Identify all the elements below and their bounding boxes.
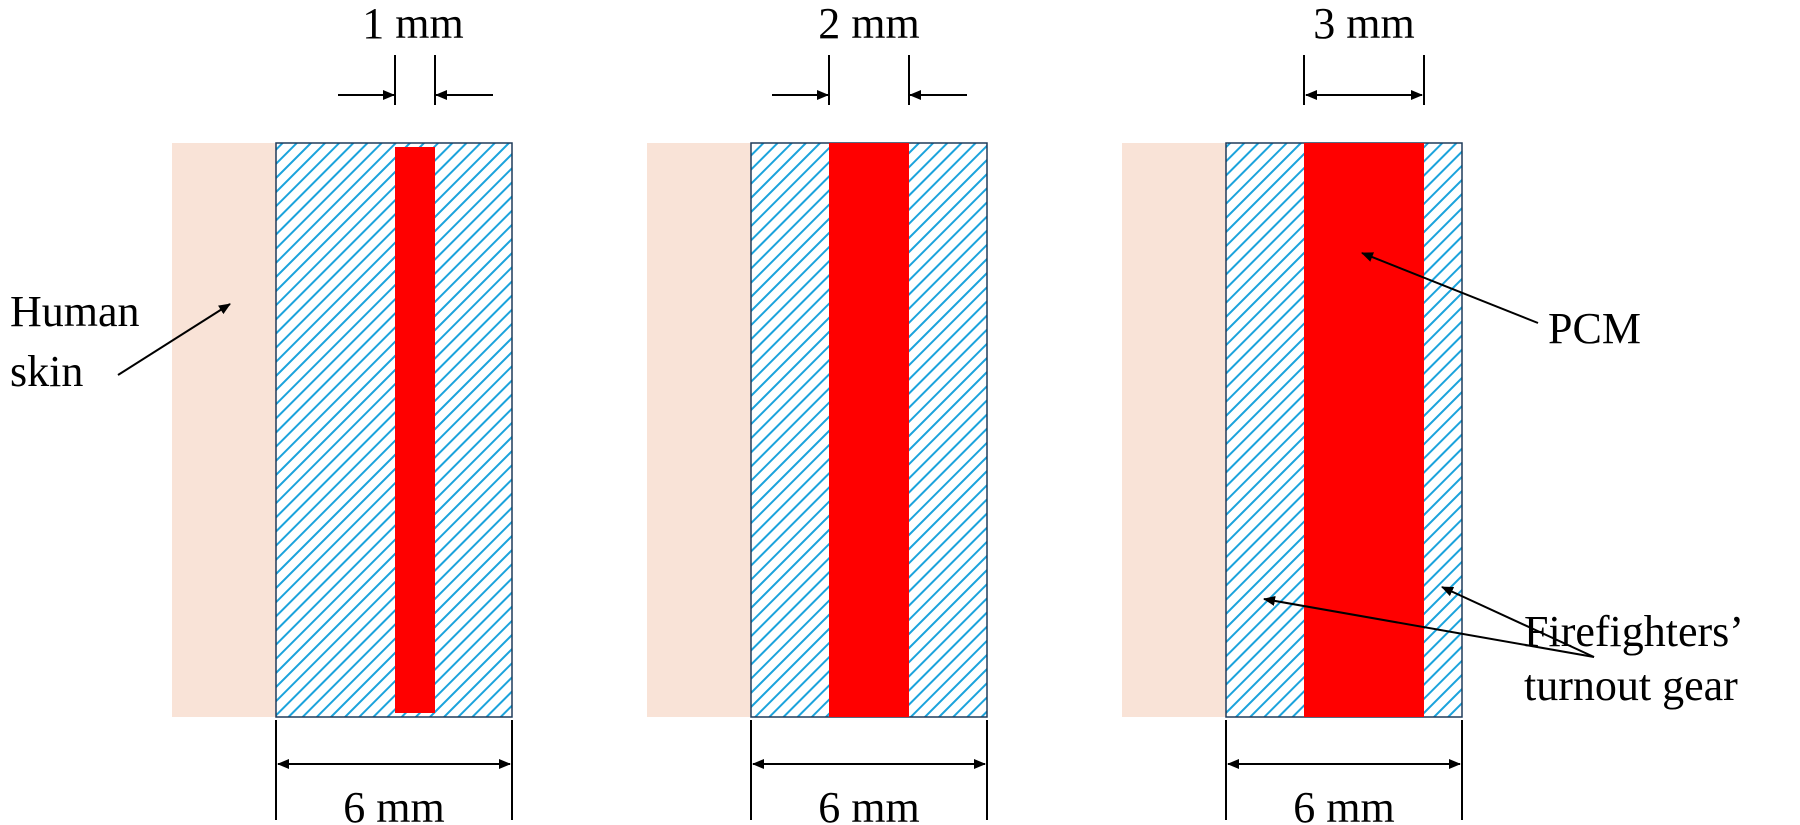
pcm-dimension: 2 mm — [772, 0, 967, 105]
gear-thickness-label: 6 mm — [1293, 783, 1394, 825]
turnout-gear-layer — [275, 142, 513, 718]
human-skin-layer — [172, 143, 276, 717]
gear-dimension: 6 mm — [275, 720, 513, 825]
pcm-callout: PCM — [1361, 252, 1641, 353]
gear-thickness-label: 6 mm — [343, 783, 444, 825]
pcm-thickness-label: 1 mm — [362, 0, 463, 48]
gear-dimension: 6 mm — [750, 720, 988, 825]
human-skin-label-line1: Human — [10, 287, 140, 336]
gear-dimension: 6 mm — [1225, 720, 1463, 825]
human-skin-layer — [647, 143, 751, 717]
turnout-gear-label-line1: Firefighters’ — [1524, 607, 1744, 656]
pcm-layer — [1304, 143, 1424, 717]
gear-thickness-label: 6 mm — [818, 783, 919, 825]
human-skin-callout: Human skin — [10, 287, 231, 396]
panel-1mm: 1 mm 6 mm — [172, 0, 513, 825]
pcm-layer — [829, 143, 909, 717]
pcm-dimension: 3 mm — [1303, 0, 1425, 105]
turnout-gear-pointer — [1441, 586, 1595, 658]
turnout-gear-pointer — [1263, 595, 1595, 658]
panel-3mm: 3 mm 6 mm — [1122, 0, 1463, 825]
human-skin-label-line2: skin — [10, 347, 83, 396]
turnout-gear-callout: Firefighters’ turnout gear — [1263, 586, 1744, 710]
pcm-thickness-label: 3 mm — [1313, 0, 1414, 48]
pcm-layer — [395, 147, 435, 713]
pcm-label: PCM — [1548, 304, 1641, 353]
pcm-pointer — [1361, 252, 1539, 324]
human-skin-pointer — [117, 303, 231, 376]
pcm-dimension: 1 mm — [338, 0, 493, 105]
turnout-gear-label-line2: turnout gear — [1524, 661, 1738, 710]
panel-2mm: 2 mm 6 mm — [647, 0, 988, 825]
pcm-thickness-label: 2 mm — [818, 0, 919, 48]
human-skin-layer — [1122, 143, 1226, 717]
